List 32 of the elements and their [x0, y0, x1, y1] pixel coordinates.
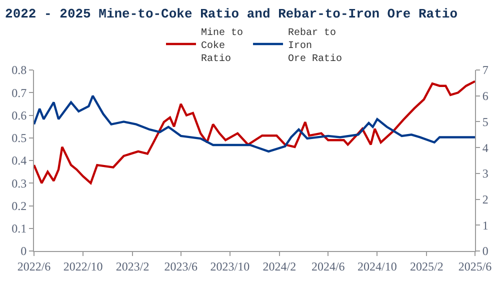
y2-tick-label: 2: [482, 192, 488, 206]
y-tick-label: 0.1: [12, 222, 27, 236]
chart-title: 2022 - 2025 Mine-to-Coke Ratio and Rebar-to-Iron Ore Ratio: [5, 6, 458, 22]
y2-tick-label: 6: [482, 89, 488, 104]
y-tick-label: 0.8: [12, 63, 27, 78]
y-tick-label: 0.2: [12, 198, 27, 213]
x-tick-label: 2023/10: [210, 259, 250, 274]
x-tick-label: 2022/10: [63, 259, 103, 274]
x-tick-label: 2022/6: [17, 259, 51, 274]
y2-tick-label: 3: [482, 166, 488, 181]
x-tick-label: 2024/2: [262, 259, 296, 274]
y-tick-label: 0.7: [12, 86, 27, 100]
x-tick-label: 2024/10: [358, 259, 397, 274]
y-tick-label: 0.3: [12, 176, 27, 190]
y2-tick-label: 0: [482, 244, 488, 258]
y2-tick-label: 4: [482, 140, 488, 155]
y-tick-label: 0.5: [12, 131, 27, 146]
y2-tick-label: 1: [482, 218, 488, 232]
y-tick-label: 0.4: [12, 154, 27, 168]
y2-tick-label: 7: [482, 63, 488, 78]
line-series: [34, 80, 475, 184]
y-tick-label: 0: [20, 244, 27, 258]
line-series: [34, 94, 475, 153]
legend-label: Rebar to Iron Ore Ratio: [288, 26, 342, 65]
y-tick-label: 0.6: [12, 108, 27, 122]
legend-label: Mine to Coke Ratio: [201, 26, 244, 65]
x-tick-label: 2025/2: [410, 259, 444, 274]
x-tick-label: 2024/6: [311, 259, 345, 274]
x-tick-label: 2023/2: [116, 259, 150, 274]
y2-tick-label: 5: [482, 114, 488, 129]
x-tick-label: 2025/6: [458, 259, 492, 274]
x-tick-label: 2023/6: [164, 259, 198, 274]
